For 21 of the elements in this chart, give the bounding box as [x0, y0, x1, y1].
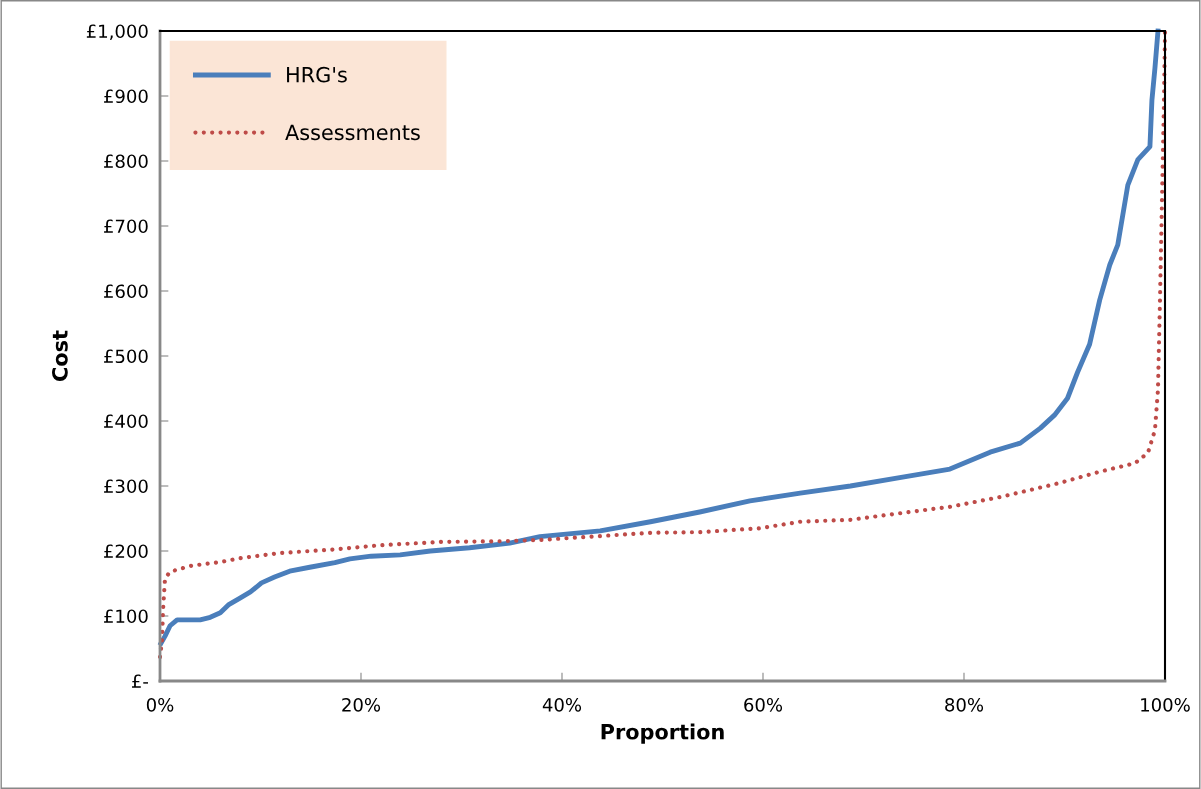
x-tick-label: 40%	[542, 697, 582, 712]
y-tick-label: £300	[104, 479, 148, 494]
x-tick-label: 0%	[146, 697, 174, 712]
x-tick-label: 80%	[945, 697, 984, 712]
x-tick-label: 20%	[342, 697, 381, 712]
y-tick-label: £600	[104, 284, 148, 299]
x-axis-title: Proportion	[601, 723, 724, 744]
x-tick-label: 60%	[744, 697, 783, 712]
y-tick-label: £200	[104, 544, 148, 559]
y-tick-label: £900	[104, 89, 148, 104]
legend-label: Assessments	[285, 124, 420, 141]
legend-label: HRG's	[287, 66, 347, 83]
y-tick-label: £400	[104, 414, 148, 429]
y-tick-label: £500	[104, 349, 148, 364]
y-tick-label: £700	[104, 219, 148, 234]
y-tick-label: £-	[132, 674, 149, 688]
x-tick-label: 100%	[1141, 697, 1190, 712]
y-tick-label: £1,000	[86, 24, 148, 40]
y-tick-label: £100	[104, 609, 148, 624]
y-axis-title: Cost	[52, 330, 68, 381]
y-tick-label: £800	[104, 154, 148, 169]
